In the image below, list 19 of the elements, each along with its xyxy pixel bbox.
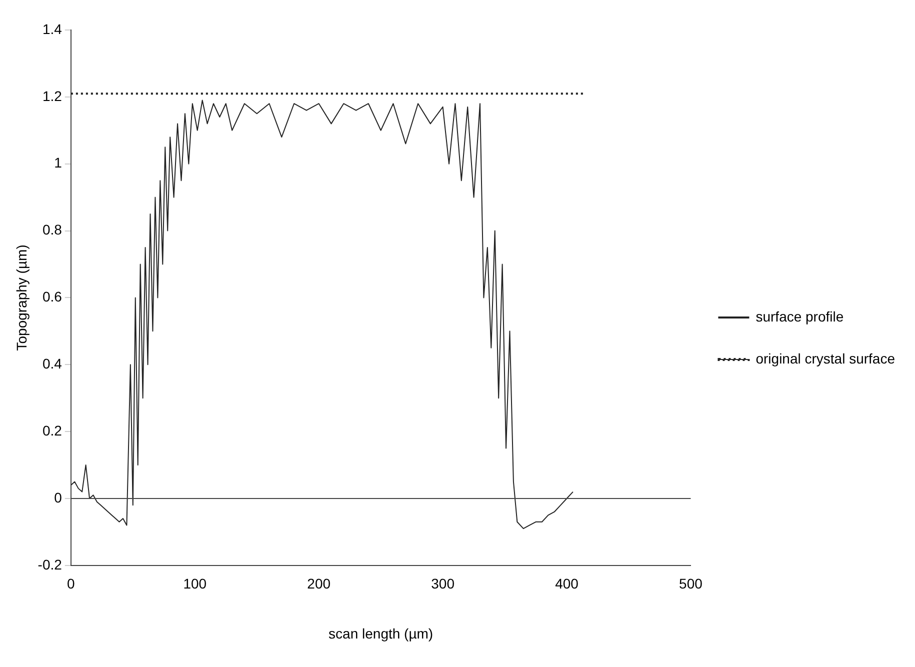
y-tick-label: 0.8 [42, 222, 62, 238]
x-tick-label: 400 [555, 576, 579, 592]
x-tick-label: 0 [67, 576, 76, 592]
legend-label: original crystal surface [756, 350, 896, 366]
y-tick-label: -0.2 [38, 556, 62, 572]
x-tick-label: 500 [679, 576, 703, 592]
y-tick-label: 0.2 [42, 422, 62, 438]
x-axis-title: scan length (µm) [328, 625, 434, 642]
y-tick-label: 1.2 [42, 88, 62, 104]
y-tick-label: 0.4 [42, 355, 62, 372]
x-tick-label: 300 [431, 576, 455, 592]
y-tick-label: 0 [54, 489, 62, 506]
y-tick-label: 1 [54, 154, 62, 171]
y-axis-title: Topography (µm) [13, 244, 30, 351]
legend-label: surface profile [756, 308, 844, 324]
y-tick-label: 0.6 [42, 288, 62, 305]
x-tick-label: 100 [183, 576, 207, 592]
x-tick-label: 200 [307, 576, 331, 592]
y-tick-label: 1.4 [42, 20, 62, 37]
